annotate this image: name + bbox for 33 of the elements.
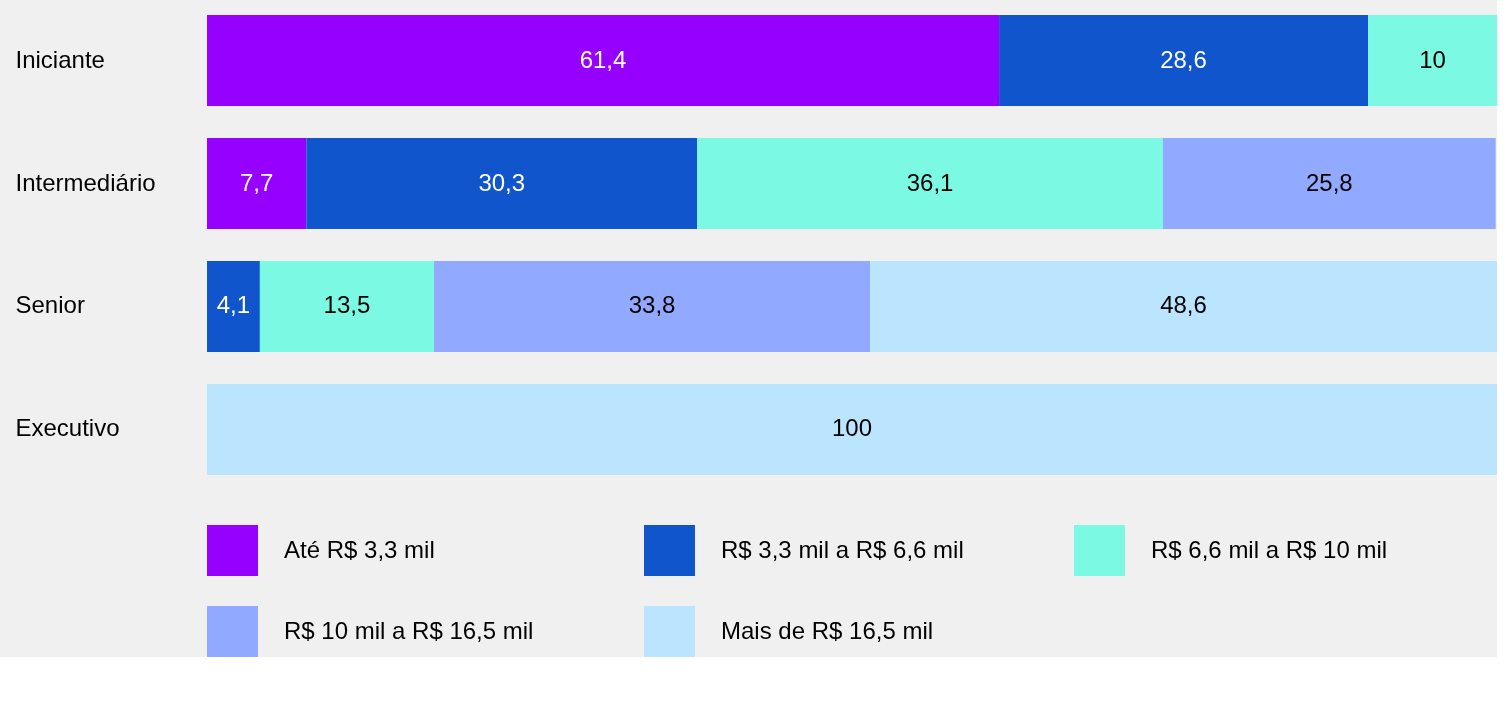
data-label: 36,1	[906, 168, 954, 196]
y-tick-label: Intermediário	[15, 168, 156, 196]
data-label: 13,5	[323, 291, 371, 319]
data-label: 4,1	[216, 291, 251, 319]
data-label: 100	[831, 414, 873, 442]
legend-label: R$ 6,6 mil a R$ 10 mil	[1151, 535, 1388, 563]
bar	[207, 15, 1000, 107]
bar	[207, 260, 260, 353]
legend-label: R$ 10 mil a R$ 16,5 mil	[284, 616, 534, 644]
data-label: 10	[1419, 45, 1446, 73]
y-tick-label: Executivo	[15, 414, 120, 442]
data-label: 7,7	[239, 168, 274, 196]
y-tick-label: Iniciante	[15, 45, 105, 73]
bar	[306, 137, 698, 230]
legend-label: R$ 3,3 mil a R$ 6,6 mil	[721, 535, 964, 563]
data-label: 30,3	[478, 168, 526, 196]
bar	[999, 15, 1368, 107]
data-label: 33,8	[628, 291, 676, 319]
bar	[870, 260, 1497, 353]
bar	[259, 260, 435, 353]
data-label: 61,4	[579, 45, 627, 73]
bar	[697, 137, 1163, 230]
data-label: 25,8	[1305, 168, 1353, 196]
legend-label: Até R$ 3,3 mil	[284, 535, 435, 563]
bar	[207, 383, 1497, 475]
bar	[434, 260, 871, 353]
data-label: 28,6	[1160, 45, 1207, 73]
bar	[1162, 137, 1496, 230]
data-label: 48,6	[1160, 291, 1207, 319]
bar	[207, 137, 307, 230]
y-tick-label: Senior	[15, 291, 85, 319]
bar	[1368, 15, 1497, 107]
legend-label: Mais de R$ 16,5 mil	[721, 616, 934, 644]
